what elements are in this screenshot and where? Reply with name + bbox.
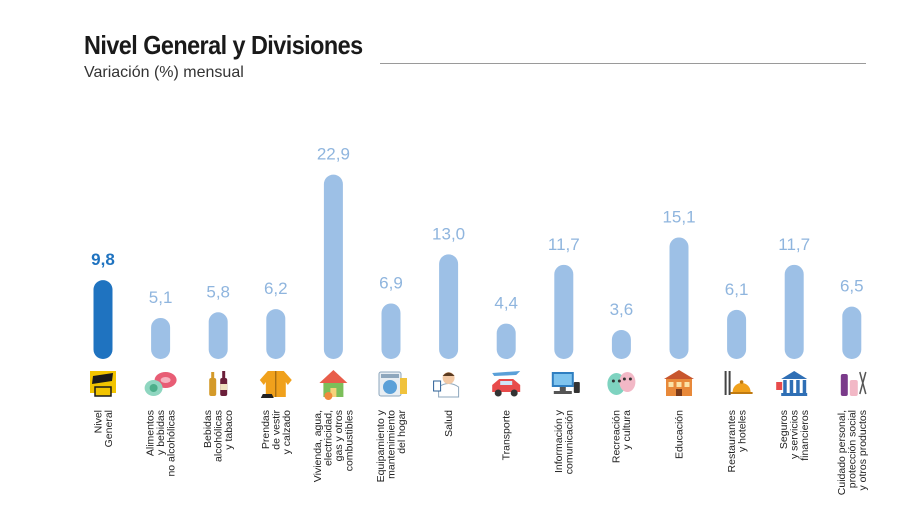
- category-label: Prendasde vestiry calzado: [260, 410, 293, 455]
- category-label: Transporte: [501, 410, 513, 461]
- category-label: Bebidasalcohólicasy tabaco: [202, 410, 235, 462]
- title-divider: [380, 63, 866, 64]
- category-label: Vivienda, agua,electricidad,gas y otrosc…: [312, 410, 356, 482]
- bar: [381, 303, 401, 359]
- data-label: 13,0: [432, 224, 465, 243]
- data-label: 3,6: [610, 300, 634, 319]
- ipc-ba-logo-icon: [90, 371, 116, 397]
- bar: [669, 237, 689, 359]
- category-label: Salud: [443, 410, 455, 437]
- category-label: Alimentosy bebidasno alcohólicas: [145, 410, 178, 477]
- bar: [93, 280, 113, 359]
- bar: [727, 309, 747, 359]
- doctor-icon: [433, 372, 460, 398]
- data-label: 15,1: [662, 207, 695, 226]
- category-label: Recreacióny cultura: [611, 410, 634, 463]
- house-icon: [319, 370, 348, 400]
- category-label: NivelGeneral: [92, 410, 115, 447]
- category-label: Segurosy serviciosfinancieros: [778, 410, 811, 461]
- data-label: 11,7: [548, 235, 580, 254]
- bar: [266, 309, 286, 359]
- bar: [151, 317, 171, 359]
- bar: [439, 254, 459, 359]
- school-building-icon: [664, 370, 694, 396]
- category-label: Equipamiento ymantenimientodel hogar: [375, 409, 408, 482]
- cutlery-icon: [724, 371, 753, 395]
- category-label: Información ycomunicación: [553, 409, 576, 474]
- car-plane-icon: [492, 371, 521, 397]
- chart-subtitle: Variación (%) mensual: [84, 64, 244, 81]
- computer-icon: [551, 372, 580, 394]
- food-icon: [144, 372, 177, 396]
- data-label: 11,7: [778, 235, 810, 254]
- chart-title: Nivel General y Divisiones: [84, 30, 363, 60]
- data-label: 5,8: [206, 282, 230, 301]
- data-label: 6,9: [379, 273, 403, 292]
- category-label: Educación: [674, 410, 686, 459]
- data-label: 5,1: [149, 288, 173, 307]
- bar: [554, 264, 574, 359]
- personal-care-icon: [840, 371, 867, 396]
- data-label: 6,2: [264, 279, 288, 298]
- bar: [784, 264, 804, 359]
- bar: [323, 174, 343, 359]
- bottles-icon: [209, 371, 228, 396]
- bar: [842, 306, 862, 359]
- data-label: 22,9: [317, 145, 350, 164]
- theater-masks-icon: [607, 372, 636, 395]
- data-label: 9,8: [91, 250, 115, 269]
- bar: [208, 312, 228, 359]
- jacket-icon: [259, 371, 292, 398]
- bank-icon: [776, 371, 808, 396]
- data-label: 6,5: [840, 277, 864, 296]
- category-label: Restaurantesy hoteles: [726, 410, 749, 472]
- data-label: 6,1: [725, 280, 749, 299]
- bar: [611, 330, 631, 359]
- category-label: Cuidado personal,protección socialy otro…: [836, 410, 869, 495]
- data-label: 4,4: [494, 294, 518, 313]
- washing-machine-icon: [378, 371, 407, 397]
- bar: [496, 323, 516, 359]
